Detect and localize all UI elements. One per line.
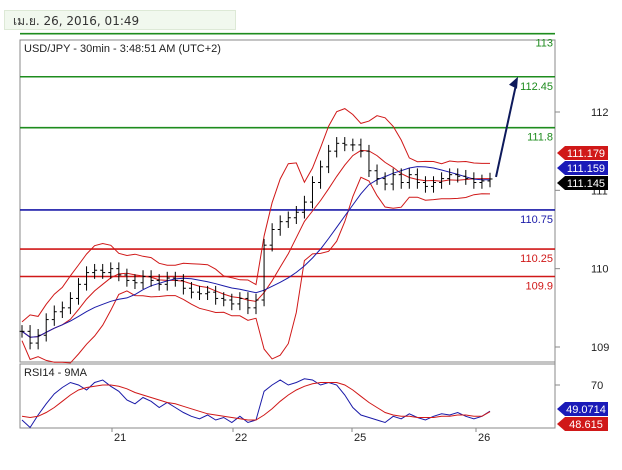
chart-date: เม.ย. 26, 2016, 01:49	[13, 14, 140, 28]
forecast-arrow-head	[509, 76, 518, 89]
price-tag-1	[557, 161, 608, 175]
bollinger-bands	[21, 108, 491, 364]
price-tag-label-0: 111.179	[567, 148, 605, 160]
price-tag-0	[557, 146, 608, 160]
forecast-arrow-shaft	[495, 84, 517, 178]
main-plot-frame	[19, 39, 556, 363]
time-tick-label-2: 25	[354, 432, 366, 444]
price-tick-label-0: 109	[591, 342, 609, 354]
rsi-chart-title: RSI14 - 9MA	[24, 367, 88, 379]
price-bars	[19, 137, 493, 350]
level-label-4: 110.25	[520, 253, 553, 265]
level-label-0: 113	[535, 38, 553, 50]
rsi-tick-label-0: 70	[591, 380, 603, 392]
level-label-5: 109.9	[525, 281, 553, 293]
date-bar: เม.ย. 26, 2016, 01:49	[0, 0, 622, 38]
time-tick-label-1: 22	[235, 432, 247, 444]
level-label-2: 111.8	[527, 132, 553, 144]
price-tag-2	[557, 176, 608, 190]
price-tag-label-1: 111.159	[567, 163, 605, 175]
rsi-tag-label-1: 48.615	[569, 419, 603, 431]
level-label-1: 112.45	[520, 81, 553, 93]
date-box: เม.ย. 26, 2016, 01:49	[4, 10, 236, 30]
time-tick-label-0: 21	[114, 432, 126, 444]
main-chart-title: USD/JPY - 30min - 3:48:51 AM (UTC+2)	[24, 43, 221, 55]
rsi-tag-0	[557, 402, 608, 416]
rsi-tag-label-0: 49.0714	[566, 404, 606, 416]
price-tick-label-3: 112	[591, 107, 609, 119]
level-label-3: 110.75	[520, 214, 553, 226]
rsi-axis: 70 49.0714 48.615	[555, 380, 608, 431]
forecast-arrow	[495, 76, 518, 178]
time-tick-label-3: 26	[478, 432, 490, 444]
price-tick-label-1: 110	[591, 264, 609, 276]
rsi-series-1	[21, 382, 491, 421]
moving-average-line	[21, 166, 490, 338]
price-tag-label-2: 111.145	[567, 178, 605, 190]
price-tags: 111.179 111.159 111.145	[557, 146, 608, 190]
rsi-lines	[21, 378, 491, 429]
bollinger-upper	[21, 108, 490, 323]
time-axis-labels: 21 22 25 26	[111, 428, 490, 444]
bollinger-lower	[21, 176, 491, 364]
rsi-tag-1	[557, 417, 608, 431]
horizontal-levels: 113 112.45 111.8 110.75 110.25 109.9	[20, 32, 555, 293]
